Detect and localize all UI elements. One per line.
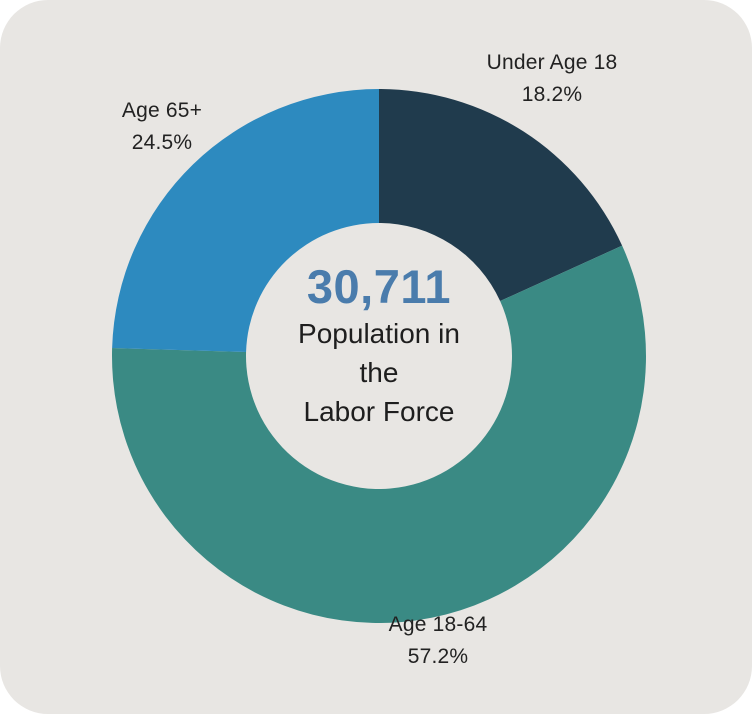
slice-under-age-18 xyxy=(379,89,623,302)
slice-name: Age 65+ xyxy=(121,99,203,122)
slice-name: Age 18-64 xyxy=(388,613,488,636)
center-caption: Population in the Labor Force xyxy=(249,314,509,431)
slice-name: Under Age 18 xyxy=(486,51,618,74)
slice-age-65- xyxy=(112,89,380,353)
slice-age-18-64 xyxy=(112,245,647,624)
center-value: 30,711 xyxy=(306,260,452,313)
slice-label-under-age-18: Under Age 18 18.2% xyxy=(432,47,672,111)
center-caption-line: Population in xyxy=(298,318,460,349)
center-caption-line: Labor Force xyxy=(303,396,455,427)
center-caption-line: the xyxy=(359,357,399,388)
donut-center-text: 30,711 Population in the Labor Force xyxy=(249,260,509,431)
slice-percent: 18.2% xyxy=(521,83,583,106)
slice-label-age-65-plus: Age 65+ 24.5% xyxy=(42,95,282,159)
slice-percent: 24.5% xyxy=(131,131,193,154)
slice-label-age-18-64: Age 18-64 57.2% xyxy=(318,609,558,673)
slice-percent: 57.2% xyxy=(407,645,469,668)
